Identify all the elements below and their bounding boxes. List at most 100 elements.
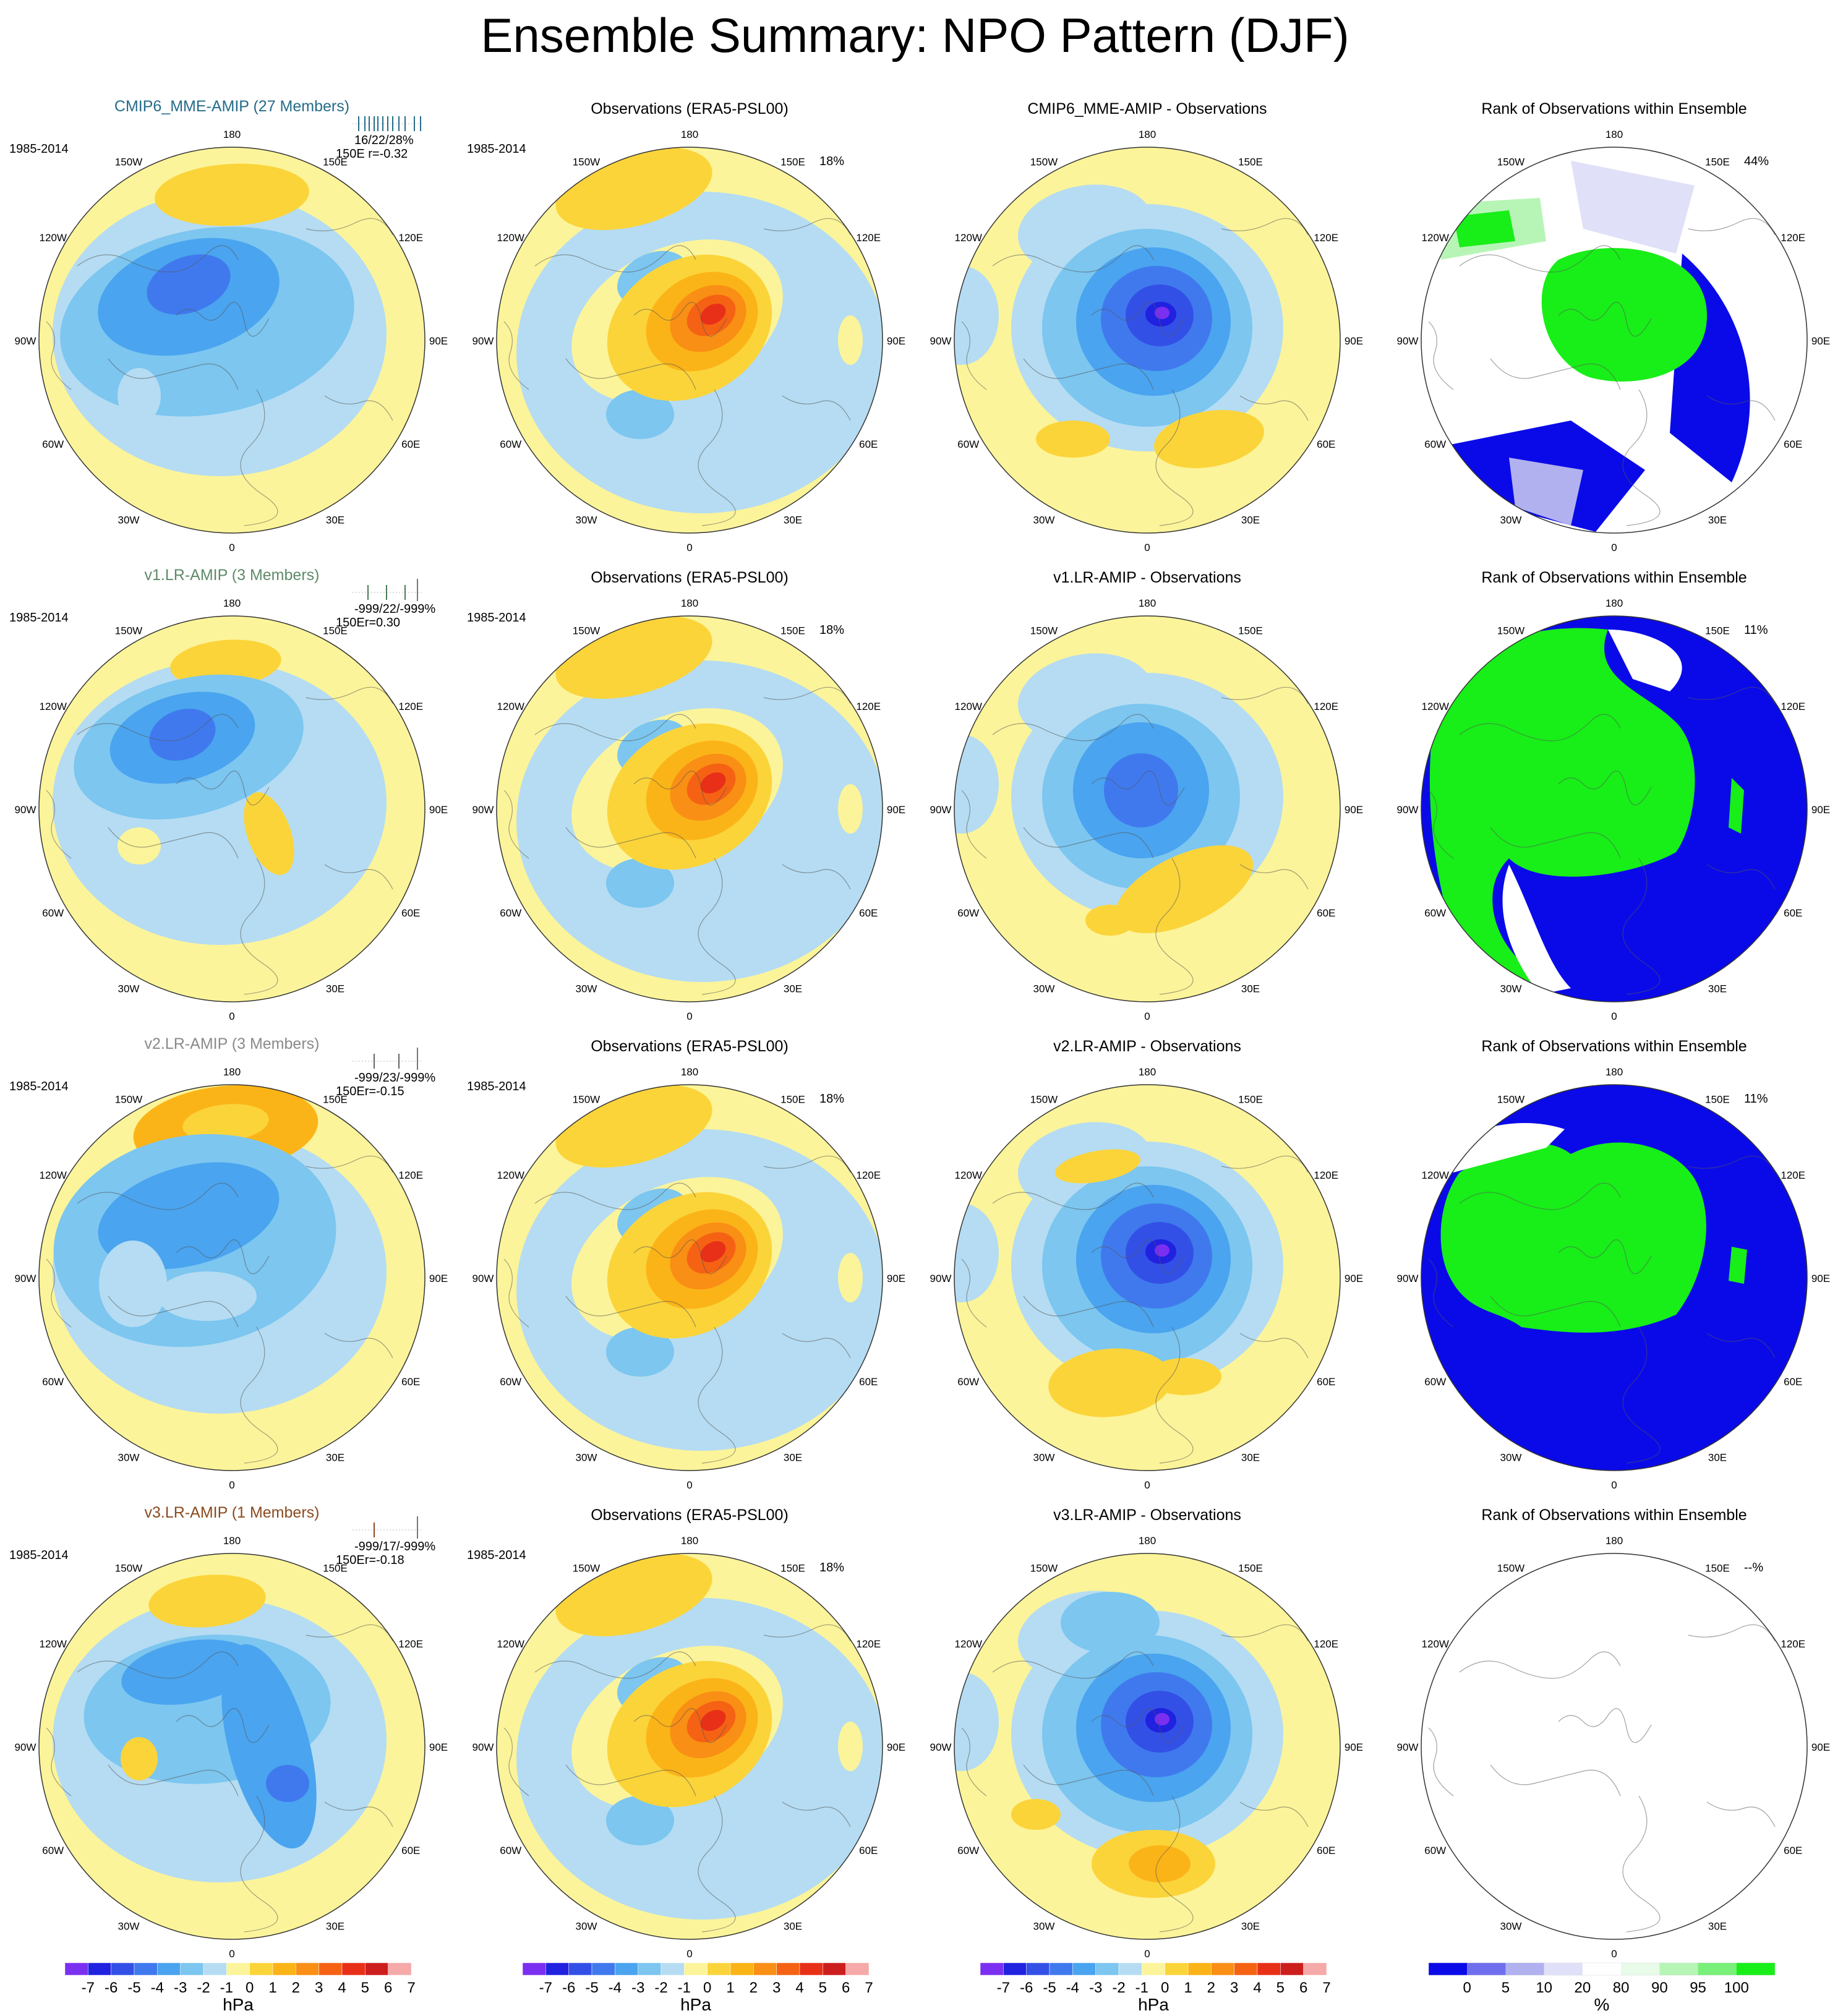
period-label: 1985-2014 — [467, 611, 526, 625]
rank-region — [1541, 247, 1707, 382]
colorbar-tick: -4 — [609, 1980, 622, 1996]
contour-region — [98, 1162, 280, 1270]
colorbar-swatch — [684, 1962, 708, 1976]
colorbar-swatch — [799, 1962, 823, 1976]
longitude-label: 120E — [398, 1638, 423, 1650]
longitude-label: 30W — [576, 1451, 597, 1463]
map-fill — [1421, 1553, 1807, 1939]
colorbar-unit: hPa — [1138, 1995, 1169, 2014]
contour-region — [1155, 1713, 1169, 1725]
polar-map: 180 150E 120E 90E 60E 30E 0 30W 60W 90W 120W 150W — [472, 129, 906, 553]
colorbar-swatch — [545, 1962, 569, 1976]
colorbar-tick: 5 — [1276, 1980, 1285, 1996]
contour-region — [700, 303, 726, 325]
longitude-label: 150W — [115, 1563, 142, 1574]
map-boundary — [496, 147, 883, 534]
colorbar-tick: 5 — [819, 1980, 827, 1996]
colorbar-swatch — [1211, 1962, 1234, 1976]
colorbar-swatch — [272, 1962, 296, 1976]
longitude-label: 150E — [1705, 1094, 1730, 1106]
longitude-label: 60W — [42, 438, 64, 450]
longitude-label: 60E — [859, 907, 878, 919]
map-fill — [39, 1553, 425, 1939]
longitude-label: 150W — [573, 625, 600, 637]
longitude-label: 60W — [1424, 438, 1446, 450]
longitude-label: 30E — [1241, 983, 1260, 994]
period-label: 1985-2014 — [9, 1080, 69, 1093]
longitude-label: 150W — [1030, 625, 1058, 637]
colorbar-tick: -6 — [105, 1980, 118, 1996]
map-boundary — [38, 615, 425, 1002]
coastlines — [503, 218, 851, 526]
contour-region — [606, 1796, 674, 1845]
panel-title: Rank of Observations within Ensemble — [1481, 100, 1747, 117]
longitude-label: 150W — [115, 156, 142, 168]
contour-region — [606, 1327, 674, 1377]
page-title: Ensemble Summary: NPO Pattern (DJF) — [481, 8, 1349, 62]
map-boundary — [1421, 1553, 1808, 1940]
contour-region — [1147, 1358, 1221, 1395]
ensemble-stats: -999/23/-999% — [354, 1071, 436, 1085]
colorbar-scale: -7 -6 -5 -4 -3 -2 -1 0 1 2 3 4 5 6 7 — [980, 1962, 1331, 1996]
longitude-label: 120W — [40, 1638, 67, 1650]
longitude-label: 90E — [1345, 804, 1363, 816]
colorbar-tick: -1 — [1135, 1980, 1148, 1996]
map-fill — [954, 147, 1340, 533]
longitude-label: 60E — [859, 1376, 878, 1388]
colorbar-swatch — [1095, 1962, 1119, 1976]
longitude-label: 180 — [1139, 1066, 1156, 1078]
coastlines — [503, 1155, 851, 1464]
longitude-label: 30E — [326, 514, 344, 526]
contour-region — [700, 772, 726, 794]
colorbar-swatch — [1257, 1962, 1281, 1976]
colorbar-tick: 10 — [1536, 1980, 1552, 1996]
colorbar-tick: -7 — [997, 1980, 1010, 1996]
map-boundary — [496, 1084, 883, 1471]
longitude-label: 120W — [955, 232, 982, 244]
rank-region — [1509, 458, 1583, 526]
longitude-label: 180 — [1139, 597, 1156, 609]
polar-map: 180 150E 120E 90E 60E 30E 0 30W 60W 90W 120W 150W — [930, 597, 1364, 1022]
coastlines — [961, 1624, 1309, 1933]
longitude-label: 180 — [223, 597, 241, 609]
longitude-label: 150W — [1497, 1563, 1524, 1574]
longitude-label: 150E — [1705, 625, 1730, 637]
panel-title: Observations (ERA5-PSL00) — [591, 1506, 789, 1524]
longitude-label: 90E — [1811, 335, 1830, 347]
longitude-label: 30W — [1500, 1451, 1522, 1463]
colorbar-swatch — [249, 1962, 273, 1976]
longitude-label: 120E — [856, 701, 881, 712]
colorbar-swatch — [64, 1962, 88, 1976]
panel-title: CMIP6_MME-AMIP - Observations — [1027, 100, 1267, 117]
colorbar-scale: -7 -6 -5 -4 -3 -2 -1 0 1 2 3 4 5 6 7 — [64, 1962, 416, 1996]
longitude-label: 120W — [40, 701, 67, 712]
colorbar-hpa: -7 -6 -5 -4 -3 -2 -1 0 1 2 3 4 5 6 7 — [516, 1962, 875, 2002]
longitude-label: 60E — [859, 438, 878, 450]
longitude-label: 90E — [1811, 1273, 1830, 1284]
period-label: 1985-2014 — [467, 142, 526, 156]
longitude-label: 30E — [326, 1920, 344, 1932]
contour-region — [99, 1241, 167, 1327]
longitude-label: 90W — [930, 1741, 952, 1753]
longitude-label: 90E — [429, 335, 448, 347]
contour-region — [1054, 1149, 1141, 1184]
ensemble-stats: 16/22/28% — [354, 134, 414, 147]
contour-region — [1011, 1799, 1061, 1830]
colorbar-swatch — [707, 1962, 731, 1976]
coastlines — [961, 1155, 1309, 1464]
map-panel-rank: Rank of Observations within Ensemble 180 1… — [1385, 1505, 1830, 1963]
colorbar-unit: % — [1594, 1995, 1610, 2014]
colorbar-tick: -4 — [151, 1980, 164, 1996]
longitude-label: 30E — [784, 1451, 802, 1463]
panel-title: Observations (ERA5-PSL00) — [591, 569, 789, 586]
longitude-label: 120E — [1314, 701, 1338, 712]
longitude-label: 90E — [887, 335, 905, 347]
rank-region — [1421, 1553, 1807, 1939]
longitude-label: 120E — [856, 1638, 881, 1650]
pattern-percent: --% — [1744, 1561, 1764, 1574]
polar-map: 180 150E 120E 90E 60E 30E 0 30W 60W 90W 120W 150W — [472, 1535, 906, 1960]
contour-region — [838, 315, 863, 365]
longitude-label: 0 — [1611, 542, 1617, 553]
colorbar-swatch — [226, 1962, 250, 1976]
colorbar-tick: 3 — [1230, 1980, 1238, 1996]
